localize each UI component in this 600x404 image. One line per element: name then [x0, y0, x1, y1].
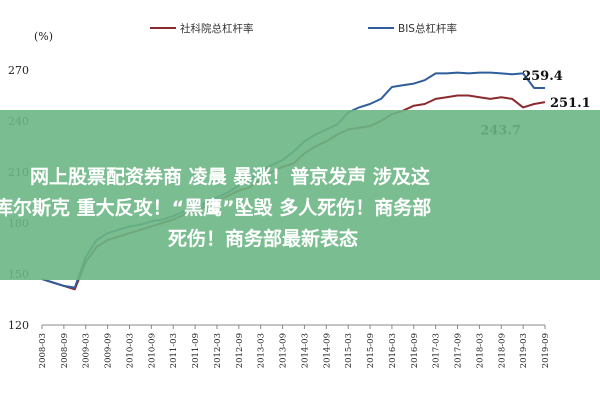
legend: 社科院总杠杆率 BIS总杠杆率	[150, 22, 457, 35]
y-tick-label: 270	[8, 64, 29, 77]
overlay-line-2: 库尔斯克 重大反攻！“黑鹰”坠毁 多人死伤！商务部	[0, 197, 432, 219]
x-tick-label: 2017-03	[432, 333, 442, 368]
x-tick-label: 2014-09	[322, 333, 332, 368]
x-tick-label: 2016-09	[410, 333, 420, 368]
x-tick-label: 2019-09	[541, 333, 551, 368]
news-overlay-text: 网上股票配资券商 凌晨 暴涨！普京发声 涉及这 库尔斯克 重大反攻！“黑鹰”坠毁…	[0, 162, 600, 255]
y-axis-label: (%)	[34, 30, 53, 43]
x-tick-label: 2013-03	[257, 333, 267, 368]
x-tick-label: 2019-03	[519, 333, 529, 368]
x-tick-label: 2011-03	[169, 333, 179, 368]
x-tick-label: 2010-03	[125, 333, 135, 368]
x-tick-label: 2017-09	[454, 333, 464, 368]
x-tick-label: 2013-09	[279, 333, 289, 368]
x-tick-label: 2015-09	[366, 333, 376, 368]
x-tick-label: 2011-09	[191, 333, 201, 368]
x-tick-label: 2008-03	[38, 333, 48, 368]
x-tick-label: 2018-09	[497, 333, 507, 368]
x-tick-label: 2018-03	[475, 333, 485, 368]
x-tick-label: 2009-09	[104, 333, 114, 368]
x-tick-label: 2010-09	[147, 333, 157, 368]
data-label: 251.1	[550, 96, 591, 111]
overlay-line-3: 死伤！商务部最新表态	[168, 228, 359, 250]
x-tick-label: 2012-03	[213, 333, 223, 368]
overlay-line-1: 网上股票配资券商 凌晨 暴涨！普京发声 涉及这	[30, 166, 430, 188]
x-tick-label: 2016-03	[388, 333, 398, 368]
x-tick-label: 2009-03	[82, 333, 92, 368]
data-label: 259.4	[522, 69, 563, 84]
x-axis-ticks: 2008-03 2008-09 2009-03 2009-09 2010-03 2010-…	[38, 325, 551, 368]
x-tick-label: 2014-03	[300, 333, 310, 368]
x-tick-label: 2008-09	[60, 333, 70, 368]
legend-label: BIS总杠杆率	[398, 22, 457, 35]
news-overlay-banner[interactable]: 网上股票配资券商 凌晨 暴涨！普京发声 涉及这 库尔斯克 重大反攻！“黑鹰”坠毁…	[0, 110, 600, 280]
legend-label: 社科院总杠杆率	[180, 22, 254, 35]
x-tick-label: 2015-03	[344, 333, 354, 368]
y-tick-label: 120	[8, 319, 29, 332]
x-tick-label: 2012-09	[235, 333, 245, 368]
